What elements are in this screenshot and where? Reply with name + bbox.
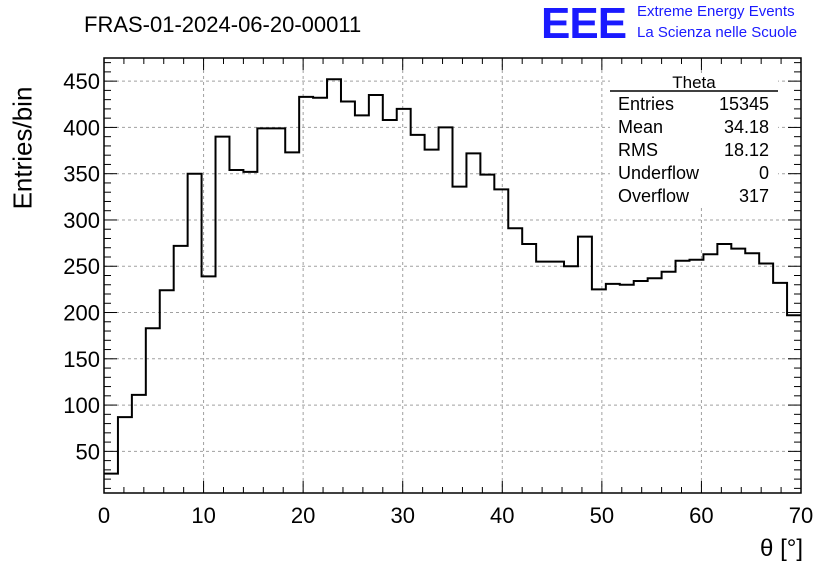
logo-line1: Extreme Energy Events (637, 3, 795, 20)
stats-value: 0 (759, 163, 769, 183)
stats-label: Mean (618, 117, 663, 137)
chart-title: FRAS-01-2024-06-20-00011 (84, 12, 362, 37)
stats-label: Entries (618, 94, 674, 114)
stats-box: Theta Entries 15345 Mean 34.18 RMS 18.12 Underf… (610, 73, 778, 207)
tick-labels: 0 10 20 30 40 50 60 70 50 100 150 200 250 300 350 400 45… (63, 69, 813, 528)
y-tick-label: 250 (63, 254, 100, 279)
stats-label: RMS (618, 140, 658, 160)
x-tick-label: 30 (390, 503, 414, 528)
y-tick-label: 200 (63, 301, 100, 326)
x-tick-label: 20 (291, 503, 315, 528)
x-tick-label: 50 (590, 503, 614, 528)
axes (103, 57, 802, 494)
eee-logo: EEE (541, 0, 627, 48)
stats-value: 15345 (719, 94, 769, 114)
x-axis-label: θ [°] (760, 535, 803, 562)
x-tick-label: 70 (789, 503, 813, 528)
y-tick-label: 450 (63, 69, 100, 94)
x-tick-label: 0 (98, 503, 110, 528)
stats-name: Theta (672, 73, 716, 92)
stats-value: 34.18 (724, 117, 769, 137)
x-tick-label: 10 (191, 503, 215, 528)
x-tick-label: 60 (689, 503, 713, 528)
y-tick-label: 50 (76, 439, 100, 464)
stats-value: 18.12 (724, 140, 769, 160)
stats-box-bg (610, 74, 778, 207)
y-tick-label: 350 (63, 162, 100, 187)
histogram-line (104, 78, 801, 475)
y-tick-label: 150 (63, 347, 100, 372)
y-axis-label-wrap: Entries/bin (8, 87, 38, 210)
stats-label: Overflow (618, 186, 690, 206)
histogram-series (104, 78, 801, 475)
stats-label: Underflow (618, 163, 700, 183)
y-tick-label: 400 (63, 115, 100, 140)
y-tick-label: 100 (63, 393, 100, 418)
y-axis-label: Entries/bin (7, 86, 38, 210)
stats-value: 317 (739, 186, 769, 206)
x-tick-label: 40 (490, 503, 514, 528)
y-tick-label: 300 (63, 208, 100, 233)
logo-line2: La Scienza nelle Scuole (637, 24, 798, 41)
